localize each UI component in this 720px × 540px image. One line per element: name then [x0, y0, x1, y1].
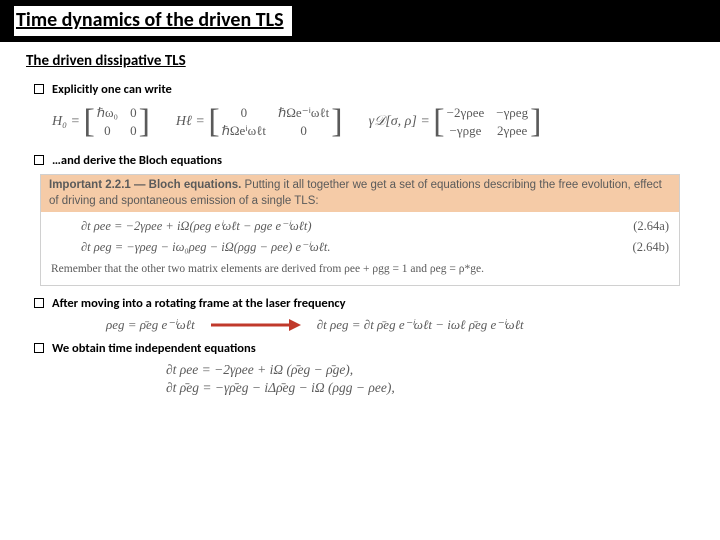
- h0-c: 0: [97, 123, 118, 139]
- page-title: Time dynamics of the driven TLS: [14, 6, 292, 36]
- rotating-frame-row: ρeg = ρ̄eg e⁻ⁱωℓt ∂t ρeg = ∂t ρ̄eg e⁻ⁱωℓ…: [106, 317, 694, 333]
- hl-b: ℏΩe⁻ⁱωℓt: [278, 105, 329, 121]
- bullet-icon: [34, 84, 44, 94]
- hl-c: ℏΩeⁱωℓt: [222, 123, 266, 139]
- hl-matrix: Hℓ = [ 0 ℏΩe⁻ⁱωℓt ℏΩeⁱωℓt 0 ]: [176, 105, 343, 139]
- important-header-bold: Important 2.2.1 — Bloch equations.: [49, 179, 241, 191]
- bloch-eq-2-no: (2.64b): [633, 239, 669, 256]
- matrix-equations: H₀ = [ ℏω₀ 0 0 0 ] Hℓ = [ 0 ℏΩe⁻ⁱωℓt ℏΩe…: [52, 105, 694, 139]
- bloch-eq-1-no: (2.64a): [633, 218, 669, 235]
- hl-lhs: Hℓ =: [176, 114, 205, 130]
- final-eq-1: ∂t ρee = −2γρee + iΩ (ρ̄eg − ρ̄ge),: [166, 362, 694, 378]
- bloch-eq-2: ∂t ρeg = −γρeg − iω₀ρeg − iΩ(ρgg − ρee) …: [81, 239, 669, 256]
- bullet-icon: [34, 155, 44, 165]
- rotating-rhs: ∂t ρeg = ∂t ρ̄eg e⁻ⁱωℓt − iωℓ ρ̄eg e⁻ⁱωℓ…: [317, 317, 524, 333]
- bullet-icon: [34, 343, 44, 353]
- h0-a: ℏω₀: [97, 105, 118, 121]
- arrow-icon: [211, 318, 301, 332]
- bloch-eq-1: ∂t ρee = −2γρee + iΩ(ρeg eⁱωℓt − ρge e⁻ⁱ…: [81, 218, 669, 235]
- important-box: Important 2.2.1 — Bloch equations. Putti…: [40, 174, 680, 286]
- important-remember: Remember that the other two matrix eleme…: [51, 262, 669, 278]
- bullet-3: After moving into a rotating frame at th…: [34, 296, 694, 311]
- gd-c: −γρge: [447, 123, 485, 139]
- final-eq-2: ∂t ρ̄eg = −γρ̄eg − iΔρ̄eg − iΩ (ρgg − ρe…: [166, 380, 694, 396]
- h0-matrix: H₀ = [ ℏω₀ 0 0 0 ]: [52, 105, 150, 139]
- h0-b: 0: [130, 105, 137, 121]
- h0-d: 0: [130, 123, 137, 139]
- content-area: The driven dissipative TLS Explicitly on…: [0, 42, 720, 396]
- bullet-2: …and derive the Bloch equations: [34, 153, 694, 168]
- rotating-lhs: ρeg = ρ̄eg e⁻ⁱωℓt: [106, 317, 195, 333]
- bloch-eq-1-expr: ∂t ρee = −2γρee + iΩ(ρeg eⁱωℓt − ρge e⁻ⁱ…: [81, 218, 312, 235]
- subtitle: The driven dissipative TLS: [26, 52, 694, 70]
- important-header: Important 2.2.1 — Bloch equations. Putti…: [41, 175, 679, 212]
- gd-b: −γρeg: [496, 105, 528, 121]
- gd-d: 2γρee: [496, 123, 528, 139]
- bullet-2-text: …and derive the Bloch equations: [52, 153, 222, 168]
- bullet-4: We obtain time independent equations: [34, 341, 694, 356]
- hl-a: 0: [222, 105, 266, 121]
- bullet-1: Explicitly one can write: [34, 82, 694, 97]
- bullet-1-text: Explicitly one can write: [52, 82, 172, 97]
- bullet-4-text: We obtain time independent equations: [52, 341, 256, 356]
- bullet-3-text: After moving into a rotating frame at th…: [52, 296, 346, 311]
- final-equations: ∂t ρee = −2γρee + iΩ (ρ̄eg − ρ̄ge), ∂t ρ…: [166, 362, 694, 396]
- hl-d: 0: [278, 123, 329, 139]
- bullet-icon: [34, 298, 44, 308]
- bloch-eq-2-expr: ∂t ρeg = −γρeg − iω₀ρeg − iΩ(ρgg − ρee) …: [81, 239, 330, 256]
- gd-matrix: γ𝒟[σ, ρ] = [ −2γρee −γρeg −γρge 2γρee ]: [369, 105, 542, 139]
- title-bar: Time dynamics of the driven TLS: [0, 0, 720, 42]
- gd-a: −2γρee: [447, 105, 485, 121]
- gd-lhs: γ𝒟[σ, ρ] =: [369, 114, 430, 130]
- h0-lhs: H₀ =: [52, 114, 80, 130]
